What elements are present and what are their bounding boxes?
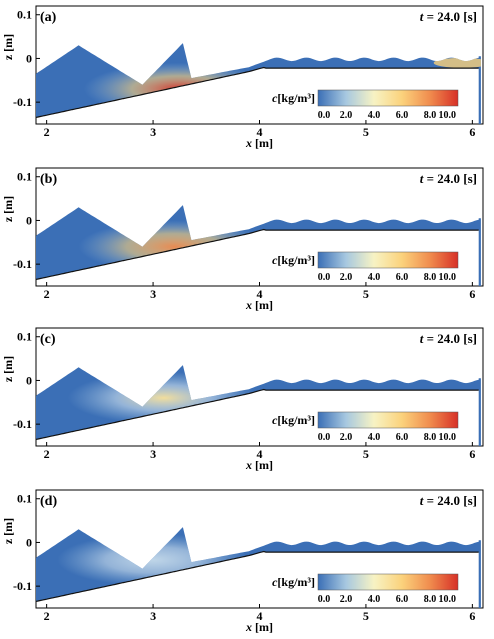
chart-svg: 2 3 4 5 6 0.1 0 -0.1 x [m] z [m] (a) t = 24.0 [s] c[…	[1, 5, 484, 150]
panel-label: (c)	[40, 332, 56, 347]
colorbar-tick-label: 6.0	[396, 110, 409, 121]
colorbar-tick-label: 8.0	[424, 432, 437, 443]
x-axis-label: x [m]	[245, 136, 273, 150]
colorbar-tick-label: 2.0	[340, 272, 353, 283]
x-tick-label: 3	[150, 125, 156, 139]
colorbar	[317, 89, 459, 107]
panel-b: 2 3 4 5 6 0.1 0 -0.1 x [m] z [m] (b) t = 24.0 [s] c[…	[0, 162, 494, 312]
colorbar-tick-label: 8.0	[424, 594, 437, 605]
colorbar-label: c[kg/m³]	[272, 413, 315, 427]
y-tick-label: 0.1	[17, 492, 32, 506]
x-axis-label: x [m]	[245, 298, 273, 312]
x-tick-label: 4	[257, 609, 263, 623]
colorbar	[317, 573, 459, 591]
fluid-domain	[36, 205, 481, 286]
x-tick-label: 4	[257, 447, 263, 461]
colorbar	[317, 411, 459, 429]
y-tick-label: -0.1	[13, 95, 32, 109]
colorbar-tick-label: 10.0	[439, 594, 457, 605]
y-axis-label: z [m]	[1, 356, 15, 382]
x-tick-label: 5	[363, 609, 369, 623]
y-tick-label: 0.1	[17, 170, 32, 184]
y-axis-label: z [m]	[1, 518, 15, 544]
colorbar-tick-label: 2.0	[340, 594, 353, 605]
x-tick-label: 6	[469, 287, 475, 301]
x-tick-label: 5	[363, 287, 369, 301]
panel-label: (b)	[40, 172, 57, 187]
y-tick-label: 0	[26, 51, 32, 65]
x-tick-label: 3	[150, 609, 156, 623]
fluid-domain	[36, 527, 481, 608]
y-tick-label: -0.1	[13, 579, 32, 593]
colorbar-tick-label: 4.0	[368, 432, 381, 443]
x-tick-label: 6	[469, 609, 475, 623]
x-axis-label: x [m]	[245, 458, 273, 472]
y-axis-label: z [m]	[1, 196, 15, 222]
colorbar-tick-label: 8.0	[424, 272, 437, 283]
chart-svg: 2 3 4 5 6 0.1 0 -0.1 x [m] z [m] (b) t = 24.0 [s] c[…	[1, 167, 484, 312]
panel-label: (d)	[40, 494, 57, 509]
colorbar-tick-label: 10.0	[439, 272, 457, 283]
x-tick-label: 6	[469, 447, 475, 461]
colorbar-tick-label: 6.0	[396, 272, 409, 283]
colorbar-tick-label: 0.0	[318, 110, 331, 121]
chart-svg: 2 3 4 5 6 0.1 0 -0.1 x [m] z [m] (d) t = 24.0 [s] c[…	[1, 489, 484, 634]
x-axis-label: x [m]	[245, 620, 273, 634]
secondary-plume	[433, 57, 481, 68]
panel-d: 2 3 4 5 6 0.1 0 -0.1 x [m] z [m] (d) t = 24.0 [s] c[…	[0, 484, 494, 634]
seabed-line	[35, 228, 479, 280]
colorbar-label: c[kg/m³]	[272, 253, 315, 267]
colorbar	[317, 251, 459, 269]
x-tick-label: 6	[469, 125, 475, 139]
colorbar-tick-label: 2.0	[340, 432, 353, 443]
time-label: t = 24.0 [s]	[420, 9, 477, 24]
fluid-domain	[36, 43, 481, 124]
x-tick-label: 3	[150, 447, 156, 461]
panel-a: 2 3 4 5 6 0.1 0 -0.1 x [m] z [m] (a) t = 24.0 [s] c[…	[0, 0, 494, 150]
y-tick-label: 0	[26, 535, 32, 549]
colorbar-tick-label: 10.0	[439, 432, 457, 443]
seabed-line	[35, 388, 479, 440]
y-tick-label: -0.1	[13, 257, 32, 271]
x-tick-label: 4	[257, 125, 263, 139]
x-tick-label: 2	[44, 125, 50, 139]
panel-c: 2 3 4 5 6 0.1 0 -0.1 x [m] z [m] (c) t = 24.0 [s] c[…	[0, 322, 494, 472]
y-tick-label: 0.1	[17, 8, 32, 22]
colorbar-tick-label: 8.0	[424, 110, 437, 121]
time-label: t = 24.0 [s]	[420, 171, 477, 186]
colorbar-label: c[kg/m³]	[272, 575, 315, 589]
y-tick-label: 0.1	[17, 330, 32, 344]
seabed-line	[35, 66, 479, 118]
colorbar-tick-label: 0.0	[318, 432, 331, 443]
x-tick-label: 2	[44, 287, 50, 301]
x-tick-label: 2	[44, 609, 50, 623]
colorbar-tick-label: 4.0	[368, 110, 381, 121]
colorbar-tick-label: 4.0	[368, 272, 381, 283]
y-axis-label: z [m]	[1, 34, 15, 60]
colorbar-tick-label: 0.0	[318, 594, 331, 605]
colorbar-label: c[kg/m³]	[272, 91, 315, 105]
y-tick-label: -0.1	[13, 417, 32, 431]
colorbar-tick-label: 6.0	[396, 432, 409, 443]
x-tick-label: 5	[363, 447, 369, 461]
time-label: t = 24.0 [s]	[420, 331, 477, 346]
x-tick-label: 3	[150, 287, 156, 301]
colorbar-tick-label: 4.0	[368, 594, 381, 605]
fluid-domain	[36, 365, 481, 446]
y-tick-label: 0	[26, 213, 32, 227]
chart-svg: 2 3 4 5 6 0.1 0 -0.1 x [m] z [m] (c) t = 24.0 [s] c[…	[1, 327, 484, 472]
colorbar-tick-label: 10.0	[439, 110, 457, 121]
panel-label: (a)	[40, 10, 57, 25]
colorbar-tick-label: 2.0	[340, 110, 353, 121]
seabed-line	[35, 550, 479, 602]
y-tick-label: 0	[26, 373, 32, 387]
time-label: t = 24.0 [s]	[420, 493, 477, 508]
x-tick-label: 5	[363, 125, 369, 139]
colorbar-tick-label: 0.0	[318, 272, 331, 283]
x-tick-label: 2	[44, 447, 50, 461]
colorbar-tick-label: 6.0	[396, 594, 409, 605]
x-tick-label: 4	[257, 287, 263, 301]
